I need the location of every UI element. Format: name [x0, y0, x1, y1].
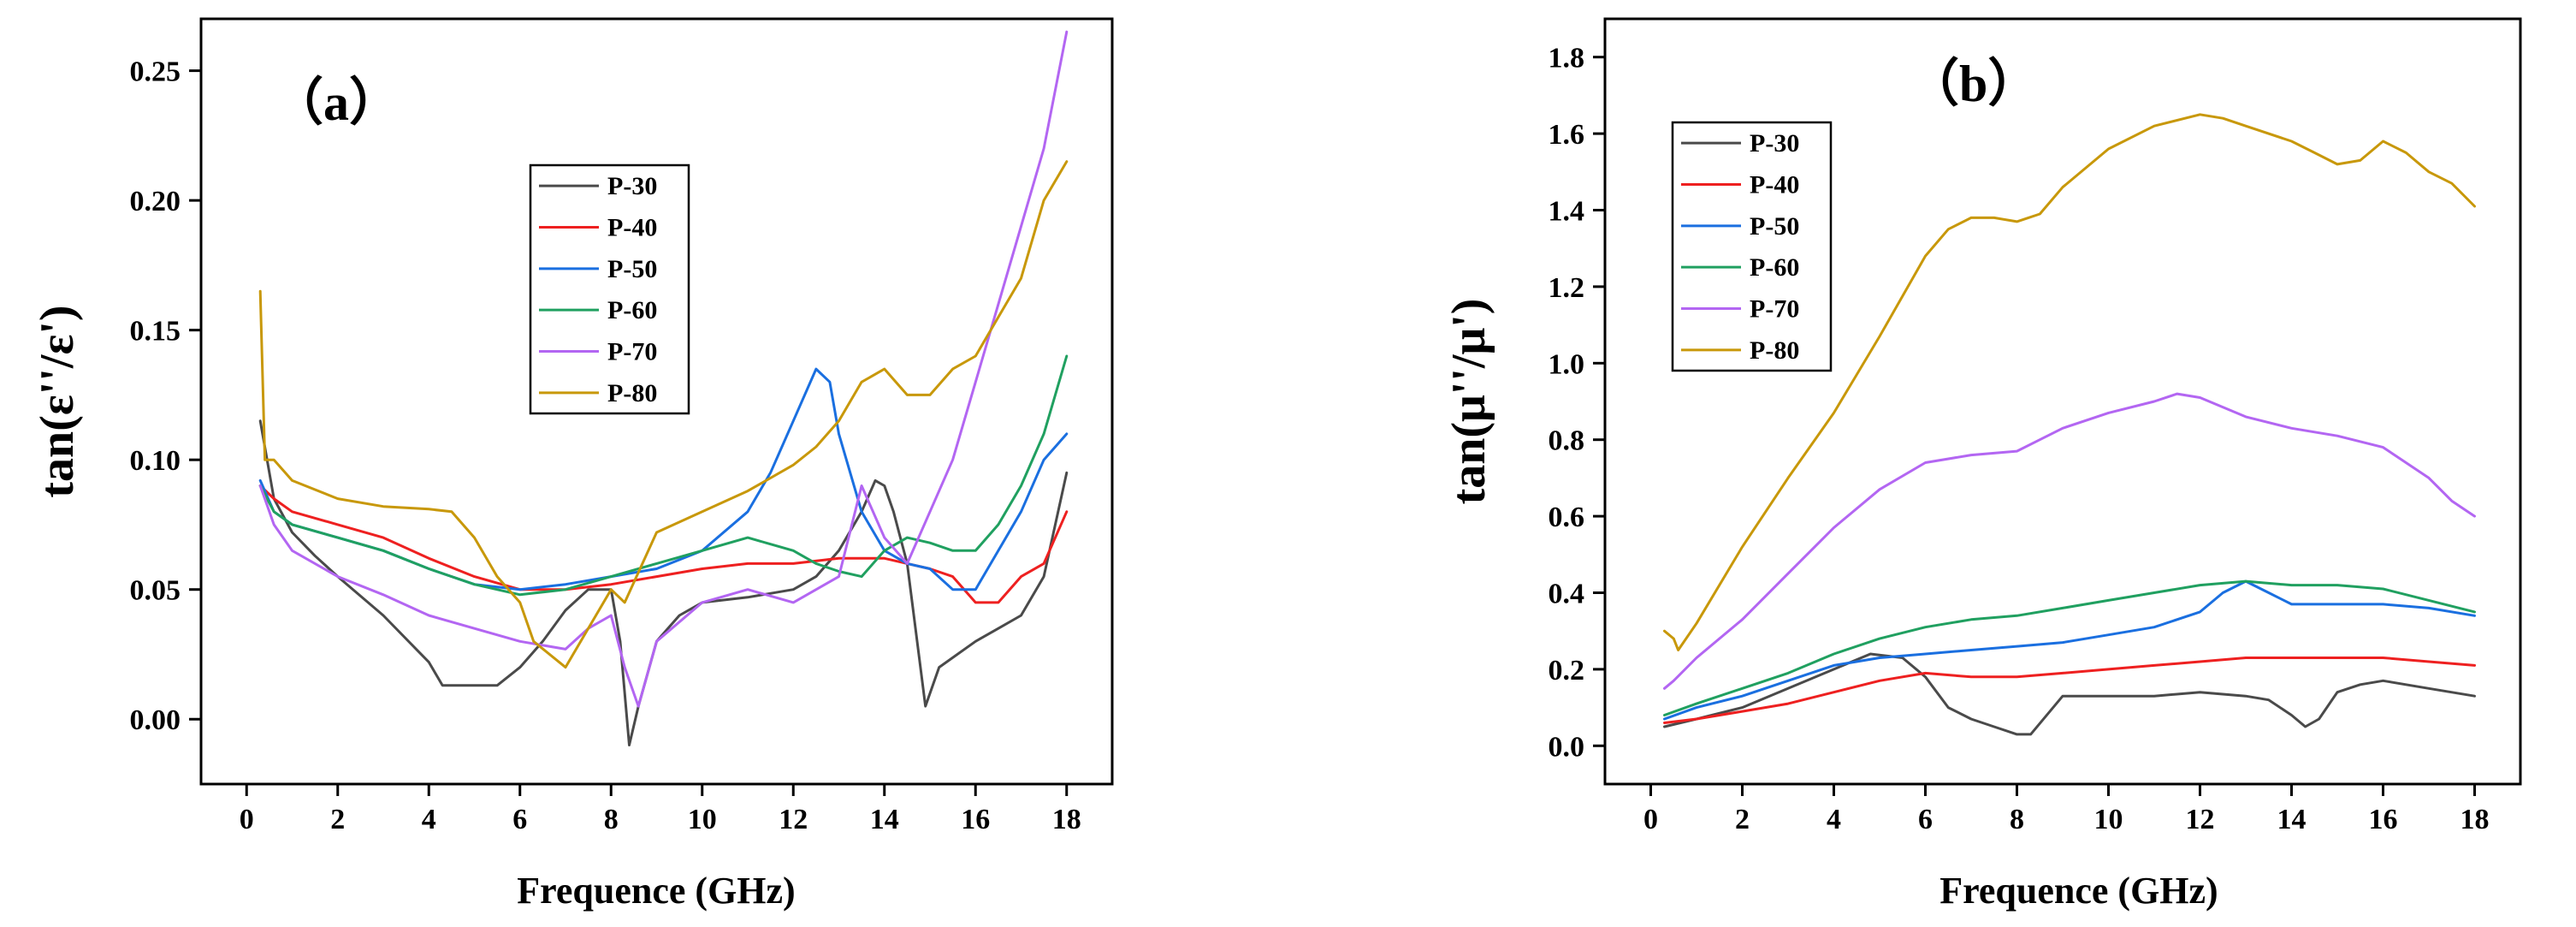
x-axis-title-a: Frequence (GHz): [517, 870, 795, 912]
plot-frame-b: [1603, 17, 2522, 786]
y-tick-label: 0.15: [130, 316, 181, 348]
y-tick-label: 1.8: [1549, 43, 1585, 74]
legend-a: P-30 P-40 P-50 P-60 P-70 P-80: [529, 163, 690, 415]
y-tick-label: 0.00: [130, 704, 181, 736]
x-tick-label: 6: [1918, 804, 1933, 835]
x-axis-b: 0 2 4 6 8 10 12 14 16 18: [1643, 784, 2490, 835]
legend-b: P-30 P-40 P-50 P-60 P-70 P-80: [1671, 121, 1833, 372]
x-tick-label: 14: [2277, 804, 2307, 835]
y-tick-label: 0.10: [130, 445, 181, 477]
y-tick-label: 0.8: [1549, 425, 1585, 457]
y-tick-label: 0.6: [1549, 502, 1585, 533]
legend-label-p-50: P-50: [607, 255, 657, 283]
x-tick-label: 14: [870, 804, 899, 835]
series-line-p-30: [1663, 652, 2476, 736]
chart-panel-b: 0 2 4 6 8 10 12 14 16 18 0.0 0.2 0.4 0.6 0.8 1.0 1.2 1.4…: [1442, 17, 2522, 912]
x-axis-a: 0 2 4 6 8 10 12 14 16 18: [240, 784, 1081, 835]
legend-label-p-50: P-50: [1750, 212, 1799, 241]
series-line-p-40: [1663, 657, 2476, 724]
x-tick-label: 18: [1052, 804, 1081, 835]
legend-box-a: [529, 163, 690, 415]
series-line-p-80: [1663, 113, 2476, 651]
legend-label-p-70: P-70: [607, 338, 657, 366]
x-tick-label: 12: [2186, 804, 2215, 835]
legend-label-p-30: P-30: [1750, 129, 1799, 157]
series-line-p-40: [258, 484, 1069, 604]
x-tick-label: 4: [422, 804, 436, 835]
legend-label-p-30: P-30: [607, 172, 657, 200]
y-axis-a: 0.00 0.05 0.10 0.15 0.20 0.25: [130, 56, 201, 736]
legend-label-p-80: P-80: [1750, 336, 1799, 365]
x-axis-title-b: Frequence (GHz): [1939, 870, 2218, 912]
x-tick-label: 10: [2094, 804, 2123, 835]
series-group-a: [258, 30, 1069, 746]
series-line-p-70: [258, 30, 1069, 708]
plot-frame-a: [199, 17, 1114, 786]
x-tick-label: 16: [961, 804, 990, 835]
y-axis-title-b: tan(μ''/μ'): [1442, 299, 1495, 505]
series-line-p-60: [258, 354, 1069, 597]
series-line-p-60: [1663, 579, 2476, 716]
legend-label-p-70: P-70: [1750, 295, 1799, 324]
chart-panel-a: 0 2 4 6 8 10 12 14 16 18 0.00 0.05 0.10 0.15 0.20 0.25…: [31, 17, 1114, 912]
y-tick-label: 1.0: [1549, 348, 1585, 380]
series-line-p-80: [258, 160, 1069, 669]
x-tick-label: 10: [688, 804, 717, 835]
x-tick-label: 12: [779, 804, 808, 835]
legend-label-p-60: P-60: [1750, 253, 1799, 282]
x-tick-label: 2: [1735, 804, 1750, 835]
y-tick-label: 0.4: [1549, 579, 1585, 610]
x-tick-label: 16: [2369, 804, 2398, 835]
series-line-p-50: [1663, 579, 2476, 721]
x-tick-label: 8: [2010, 804, 2024, 835]
legend-label-p-40: P-40: [607, 214, 657, 242]
panel-label-b: （b）: [1908, 55, 2039, 112]
y-tick-label: 0.05: [130, 575, 181, 607]
x-tick-label: 0: [240, 804, 254, 835]
y-tick-label: 0.25: [130, 56, 181, 88]
x-tick-label: 4: [1827, 804, 1841, 835]
x-tick-label: 2: [330, 804, 345, 835]
x-tick-label: 8: [604, 804, 619, 835]
legend-label-p-80: P-80: [607, 379, 657, 407]
y-tick-label: 1.4: [1549, 196, 1585, 228]
y-tick-label: 1.6: [1549, 119, 1585, 151]
x-tick-label: 0: [1643, 804, 1658, 835]
x-tick-label: 18: [2461, 804, 2490, 835]
x-tick-label: 6: [512, 804, 527, 835]
y-axis-b: 0.0 0.2 0.4 0.6 0.8 1.0 1.2 1.4 1.6 1.8: [1549, 43, 1605, 763]
panel-label-a: （a）: [272, 74, 400, 131]
legend-label-p-60: P-60: [607, 296, 657, 324]
y-tick-label: 1.2: [1549, 272, 1585, 304]
series-group-b: [1663, 113, 2476, 736]
y-axis-title-a: tan(ε''/ε'): [31, 305, 84, 497]
series-line-p-70: [1663, 392, 2476, 690]
y-tick-label: 0.20: [130, 186, 181, 217]
y-tick-label: 0.2: [1549, 655, 1585, 686]
legend-label-p-40: P-40: [1750, 171, 1799, 199]
y-tick-label: 0.0: [1549, 731, 1585, 763]
legend-box-b: [1671, 121, 1833, 372]
